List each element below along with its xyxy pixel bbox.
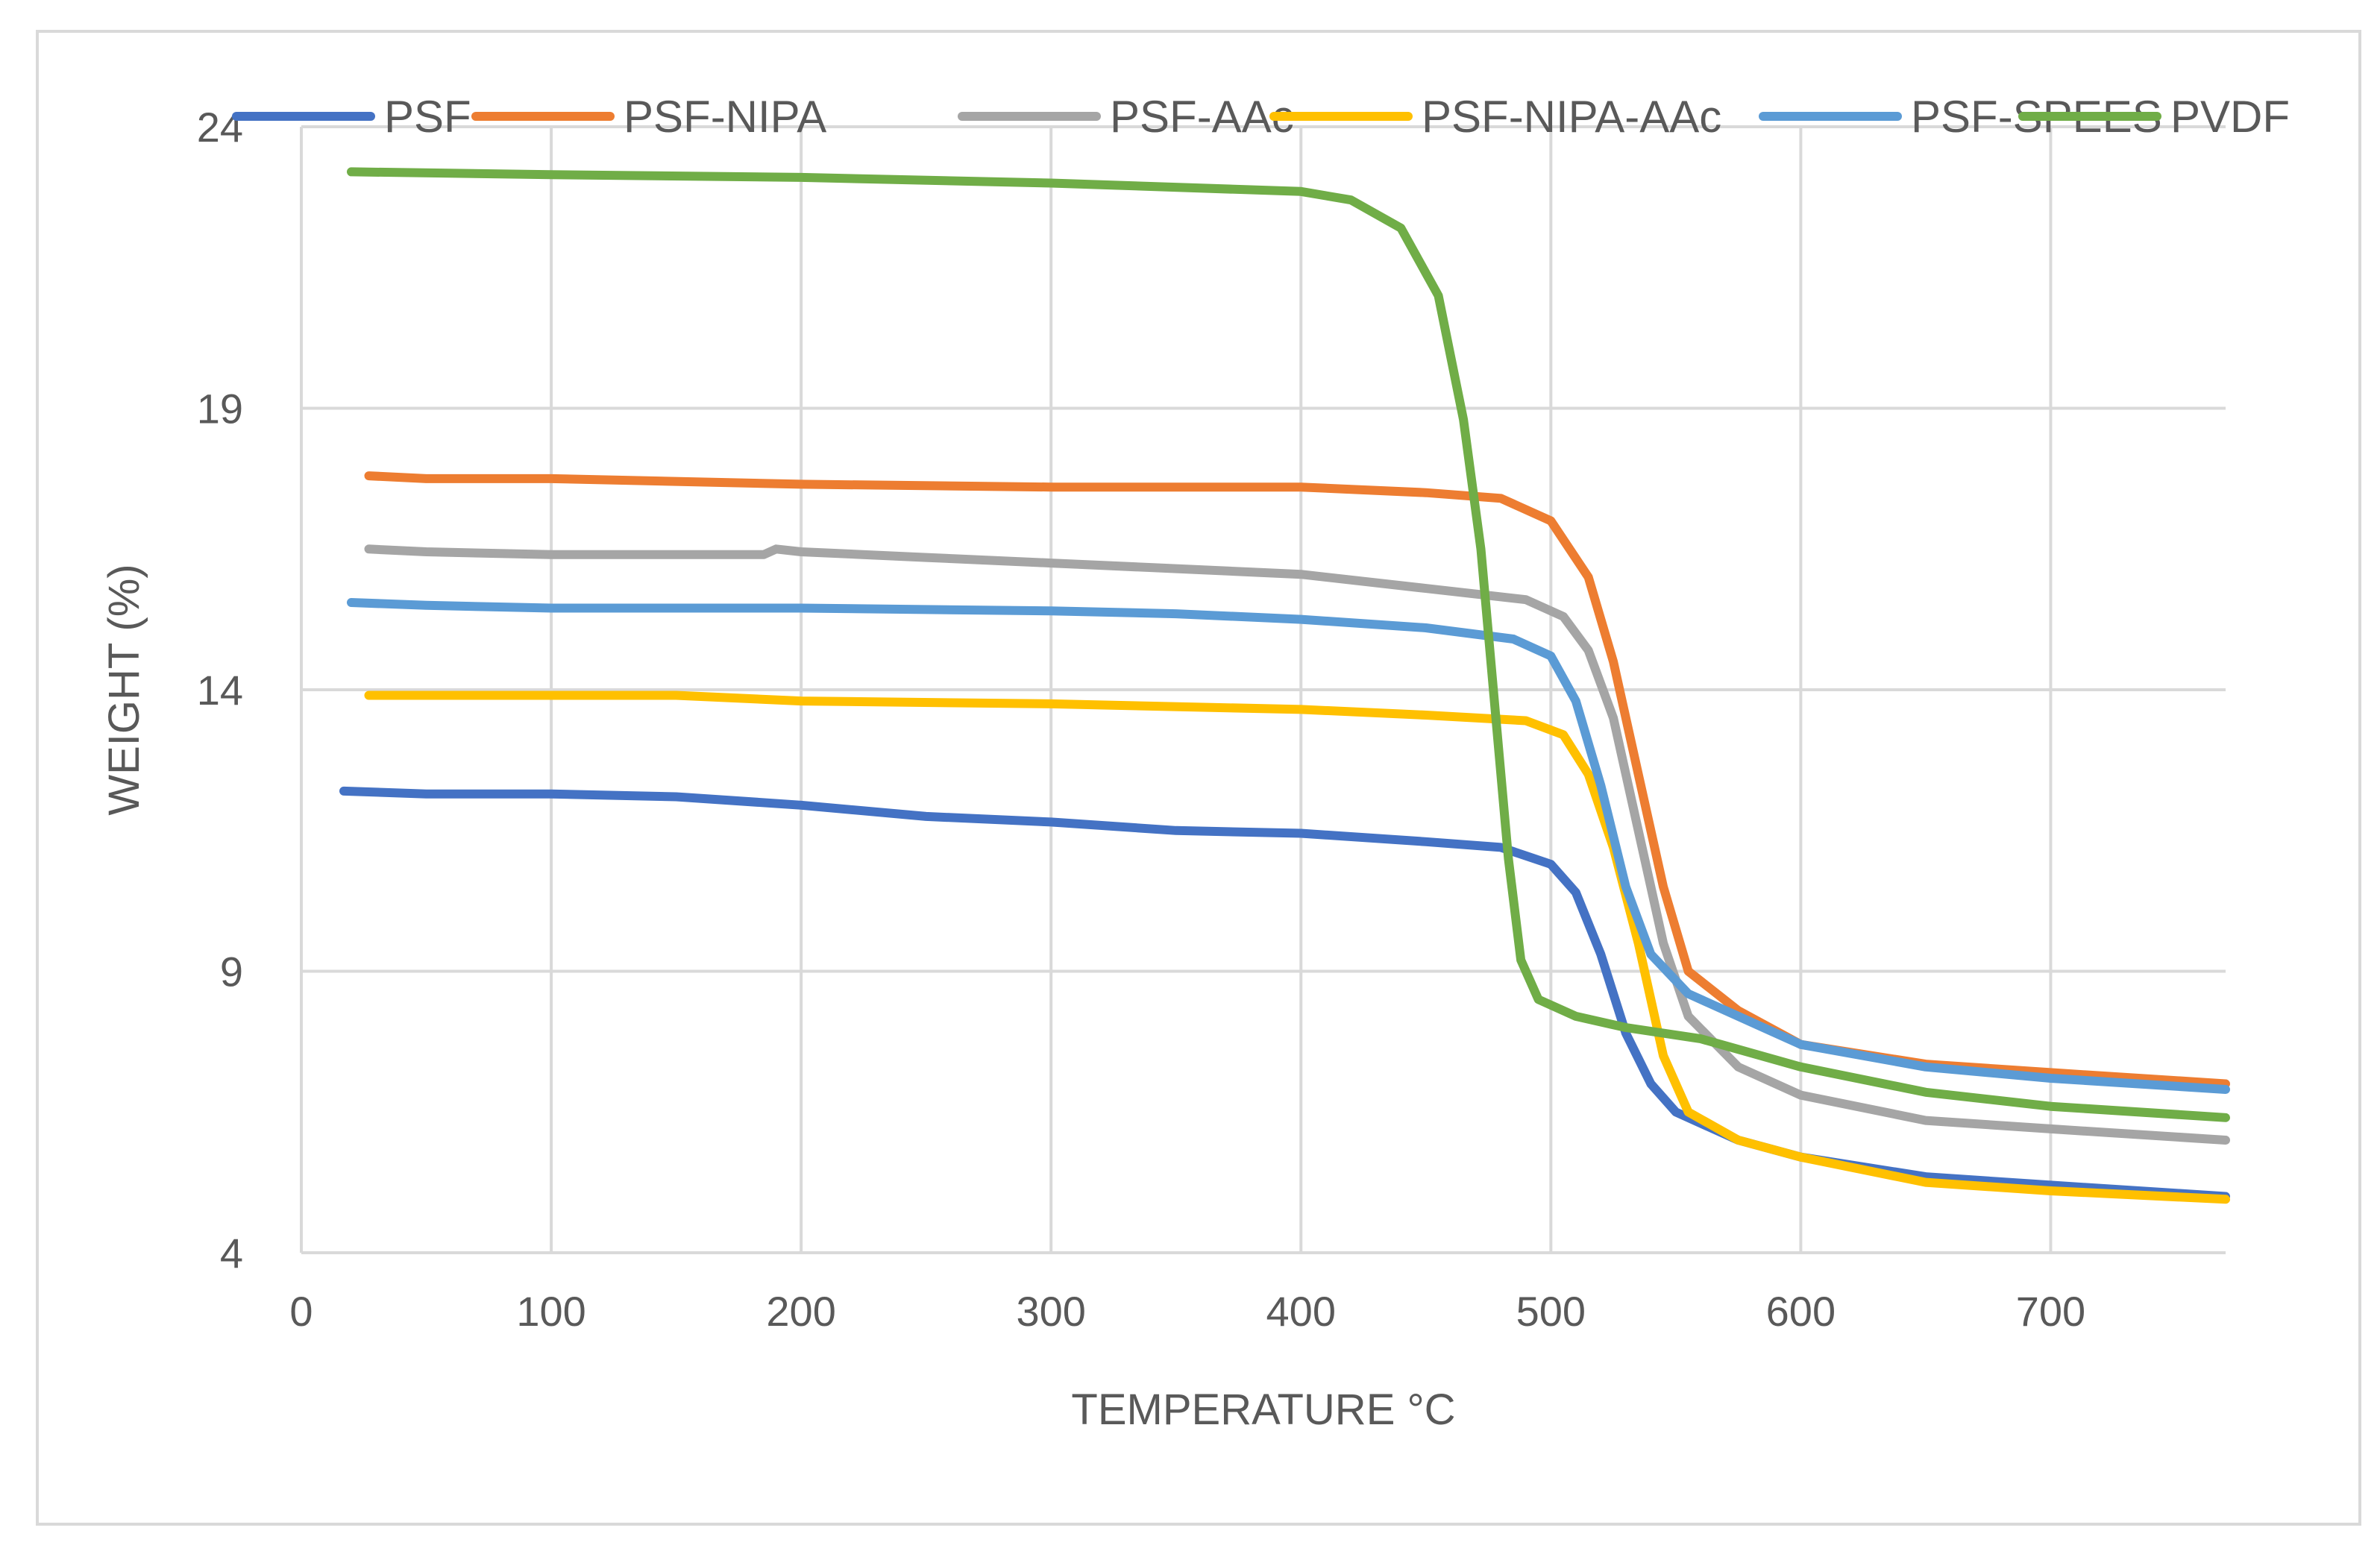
x-tick-label: 600 [1766, 1288, 1836, 1335]
y-tick-label: 14 [197, 667, 243, 714]
legend-label: PSF [384, 92, 471, 142]
gridlines [300, 125, 2226, 1254]
legend-label: PVDF [2170, 92, 2290, 142]
legend-item: PSF-NIPA-AAc [1269, 92, 1721, 142]
y-tick-label: 9 [220, 949, 243, 995]
legend-item: PSF [232, 92, 471, 142]
series-lines [339, 167, 2230, 1204]
x-tick-label: 700 [2016, 1288, 2085, 1335]
legend-label: PSF-NIPA-AAc [1422, 92, 1721, 142]
legend-item: PSF-AAc [958, 92, 1294, 142]
x-tick-label: 400 [1266, 1288, 1336, 1335]
legend-item: PSF-NIPA [471, 92, 826, 142]
x-tick-label: 0 [289, 1288, 313, 1335]
legend-label: PSF-AAc [1110, 92, 1294, 142]
weight-vs-temperature-chart: 4 9 14 19 24 0 100 200 300 400 500 600 700 TEMPERATU… [100, 92, 2290, 1434]
series-line-pvdf [347, 167, 2230, 1122]
series-line-psf [339, 786, 2230, 1201]
chart-frame: 4 9 14 19 24 0 100 200 300 400 500 600 700 TEMPERATU… [36, 30, 2361, 1526]
y-axis-title: WEIGHT (%) [100, 564, 148, 815]
y-tick-label: 4 [220, 1230, 243, 1277]
x-tick-label: 300 [1016, 1288, 1085, 1335]
x-tick-label: 500 [1516, 1288, 1586, 1335]
series-line-psf-nipa-aac [364, 691, 2230, 1204]
tick-labels: 4 9 14 19 24 0 100 200 300 400 500 600 700 [197, 104, 2085, 1335]
y-tick-label: 24 [197, 104, 243, 151]
x-axis-title: TEMPERATURE °C [1071, 1385, 1455, 1434]
series-line-psf-spees [347, 598, 2230, 1094]
legend-item: PVDF [2018, 92, 2290, 142]
series-line-psf-nipa [364, 471, 2230, 1089]
x-tick-label: 200 [766, 1288, 835, 1335]
y-tick-label: 19 [197, 386, 243, 432]
series-line-psf-aac [364, 544, 2230, 1145]
legend-label: PSF-NIPA [624, 92, 826, 142]
legend: PSF PSF-NIPA PSF-AAc PSF-NIPA-AAc PSF-SPEES P… [232, 92, 2290, 142]
x-tick-label: 100 [516, 1288, 585, 1335]
